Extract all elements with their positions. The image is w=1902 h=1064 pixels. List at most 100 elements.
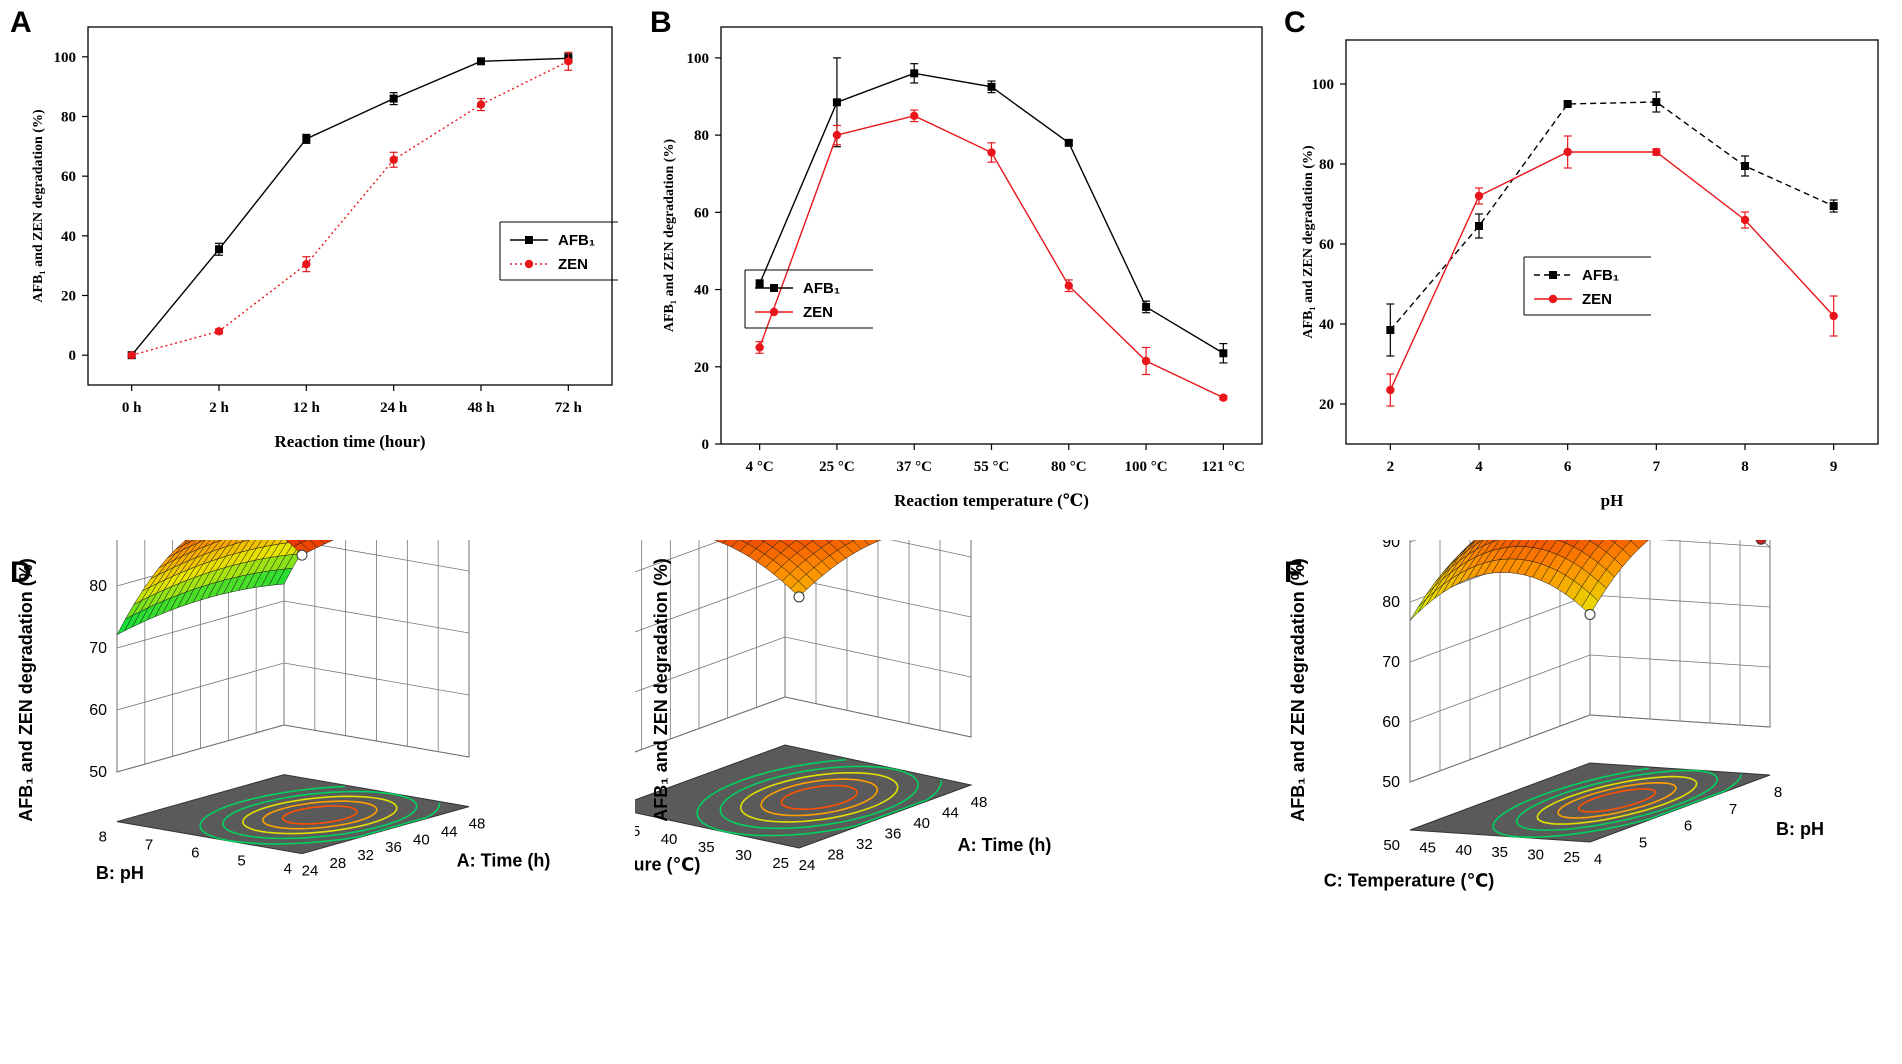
y-axis-label: AFB₁ and ZEN degradation (%)	[1301, 145, 1316, 339]
x-tick-label: 36	[885, 826, 902, 843]
x-axis-label: pH	[1601, 491, 1624, 510]
surface-cell	[241, 540, 250, 543]
y-tick-label: 60	[1319, 237, 1334, 253]
y-tick-label: 50	[1383, 837, 1400, 854]
floor-contour	[242, 795, 398, 835]
data-point-zen	[127, 350, 136, 360]
z-tick-label: 60	[1382, 714, 1400, 731]
x-tick-label: 28	[827, 847, 844, 864]
y-tick-label: 5	[237, 853, 245, 870]
floor-contour	[262, 800, 378, 830]
z-tick-label: 50	[1382, 774, 1400, 791]
x-tick-label: 55 °C	[974, 459, 1010, 475]
x-tick-label: 36	[385, 839, 402, 856]
x-tick-label: 37 °C	[896, 459, 932, 475]
y-tick-label: 40	[661, 831, 678, 848]
surface-cell	[184, 540, 188, 542]
y-tick-label: 45	[1419, 839, 1436, 856]
z-tick-label: 70	[1382, 654, 1400, 671]
x-tick-label: 0 h	[122, 400, 142, 416]
chart-a-time: 0 20 40 60 80 100 0 h 2 h 12 h 24 h 48 h 72 h Reacti…	[31, 26, 618, 451]
data-point-afb1	[832, 98, 841, 107]
legend-marker	[769, 307, 779, 317]
data-point-afb1	[987, 82, 996, 91]
data-point-afb1	[1741, 162, 1749, 170]
data-point-afb1	[1386, 326, 1395, 334]
surface-cell	[1581, 593, 1599, 615]
legend-label-zen: ZEN	[1582, 291, 1612, 308]
legend-marker	[1549, 271, 1557, 279]
y-tick-label: 6	[191, 845, 199, 862]
x-axis-label: A: Time (h)	[457, 850, 551, 870]
floor-plane	[635, 744, 973, 849]
y-tick-label: 40	[694, 283, 709, 299]
floor-contour	[719, 765, 919, 830]
x-tick-label: 24 h	[380, 400, 408, 416]
y-axis-label: B: pH	[96, 863, 144, 883]
y-tick-label: 40	[1319, 317, 1334, 333]
x-tick-label: 8	[1774, 784, 1782, 801]
floor-contour	[1492, 767, 1742, 839]
y-tick-label: 60	[694, 205, 709, 221]
x-tick-label: 25 °C	[819, 459, 855, 475]
floor-contour	[780, 784, 858, 811]
z-tick-label: 80	[1382, 594, 1400, 611]
x-axis-label: B: pH	[1776, 819, 1824, 839]
y-tick-label: 25	[772, 855, 789, 872]
x-tick-label: 24	[799, 857, 816, 874]
data-point-afb1	[302, 134, 311, 143]
x-tick-label: 28	[329, 855, 346, 872]
plot-frame	[1345, 39, 1879, 445]
x-axis-label: Reaction time (hour)	[274, 432, 425, 451]
data-point-afb1	[389, 94, 398, 103]
x-tick-label: 6	[1564, 459, 1572, 475]
x-tick-label: 100 °C	[1125, 459, 1168, 475]
data-point-zen	[1740, 215, 1750, 225]
floor-contour	[1536, 775, 1698, 825]
x-axis-label: Reaction temperature (℃)	[894, 491, 1089, 510]
y-tick-label: 80	[1319, 157, 1334, 173]
data-point-afb1	[755, 279, 764, 288]
panel-letter-a: A	[10, 6, 32, 39]
y-tick-label: 0	[69, 348, 77, 364]
surface-cell	[1610, 540, 1618, 544]
surface-d-time-ph: 10090807060502428323640444845678A: Time …	[16, 540, 551, 883]
legend-label-zen: ZEN	[803, 304, 833, 321]
data-point-afb1	[477, 57, 485, 66]
surface-cell	[278, 540, 289, 545]
data-point-zen	[564, 57, 573, 66]
floor-plane	[1409, 762, 1771, 843]
chart-b-temperature: 0 20 40 60 80 100 4 °C 25 °C 37 °C 55 °C 80 °C 100 …	[662, 26, 1263, 510]
y-tick-label: 8	[99, 829, 107, 846]
y-axis-label: AFB₁ and ZEN degradation (%)	[662, 139, 677, 333]
z-tick-label: 90	[1382, 540, 1400, 551]
surface-cell	[320, 540, 333, 545]
floor-contour	[281, 805, 358, 825]
series-line-zen	[1389, 151, 1835, 391]
legend-label-afb1: AFB₁	[803, 280, 840, 297]
data-point-afb1	[1064, 138, 1073, 147]
data-point-zen	[832, 130, 842, 140]
data-point-afb1	[1475, 222, 1483, 230]
design-point	[1584, 608, 1596, 620]
data-point-zen	[214, 327, 224, 336]
data-point-zen	[1563, 147, 1572, 157]
data-point-afb1	[1652, 98, 1661, 106]
data-point-zen	[1219, 393, 1228, 402]
y-tick-label: 40	[61, 229, 76, 245]
data-point-zen	[302, 259, 311, 269]
legend-label-afb1: AFB₁	[558, 232, 595, 249]
legend-label-zen: ZEN	[558, 256, 588, 273]
x-tick-label: 48	[469, 816, 486, 833]
floor-contour	[222, 790, 418, 840]
floor-contour	[1577, 788, 1657, 813]
y-tick-label: 30	[1527, 847, 1544, 864]
design-point	[793, 591, 805, 603]
data-point-zen	[1064, 281, 1073, 290]
x-tick-label: 4	[1475, 459, 1483, 475]
floor-contour	[696, 759, 943, 837]
data-point-zen	[987, 148, 996, 157]
y-axis-label: C: Temperature (℃)	[1324, 870, 1494, 890]
x-tick-label: 4	[1594, 851, 1602, 868]
data-point-zen	[1652, 147, 1661, 157]
